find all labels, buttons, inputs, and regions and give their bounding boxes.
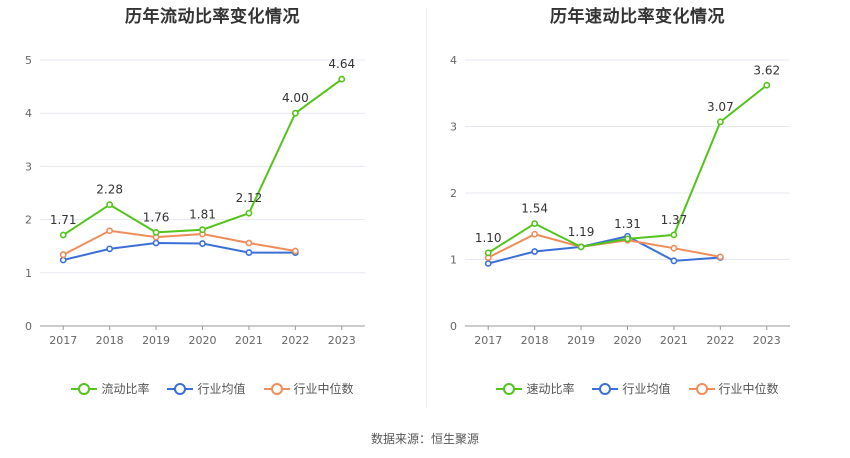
data-label: 3.62 bbox=[753, 63, 780, 77]
data-label: 1.71 bbox=[50, 213, 77, 227]
data-label: 1.19 bbox=[568, 225, 595, 239]
quick-ratio-chart: 0 1 2 3 4 2017 2018 2019 2020 2021 2022 2023 1.10 1.5… bbox=[450, 54, 790, 347]
data-point bbox=[531, 220, 539, 227]
legend-item[interactable]: 流动比率 bbox=[71, 380, 149, 397]
legend-label: 行业中位数 bbox=[293, 382, 354, 396]
y-tick-label: 2 bbox=[450, 187, 457, 200]
data-point bbox=[245, 239, 253, 247]
x-tick-label: 2020 bbox=[189, 334, 217, 347]
y-tick-label: 1 bbox=[25, 267, 32, 280]
y-tick-label: 3 bbox=[450, 121, 457, 134]
data-point bbox=[531, 230, 539, 238]
panel-divider bbox=[426, 8, 427, 408]
legend-label: 行业中位数 bbox=[718, 382, 779, 396]
data-point bbox=[670, 231, 678, 239]
x-tick-label: 2019 bbox=[567, 334, 595, 347]
data-point bbox=[59, 251, 67, 259]
legend-swatch-icon bbox=[592, 382, 619, 396]
chart-title: 历年流动比率变化情况 bbox=[125, 7, 300, 27]
current-ratio-chart: 0 1 2 3 4 5 2017 2018 2019 2020 2021 2022 2023 1.71 2.… bbox=[25, 54, 365, 347]
legend-label: 速动比率 bbox=[526, 382, 575, 396]
data-label: 1.76 bbox=[143, 210, 170, 224]
legend-label: 流动比率 bbox=[101, 382, 150, 396]
legend-label: 行业均值 bbox=[197, 382, 246, 396]
data-point bbox=[484, 260, 492, 267]
data-point bbox=[106, 227, 114, 235]
legend-item[interactable]: 行业均值 bbox=[592, 380, 671, 397]
legend-item[interactable]: 行业中位数 bbox=[263, 380, 354, 397]
y-tick-label: 1 bbox=[450, 254, 457, 267]
x-tick-label: 2021 bbox=[660, 334, 688, 347]
y-tick-label: 5 bbox=[25, 54, 32, 67]
legend-item[interactable]: 行业中位数 bbox=[688, 380, 779, 397]
x-tick-label: 2018 bbox=[521, 334, 549, 347]
data-point bbox=[199, 240, 206, 247]
data-point bbox=[716, 118, 724, 126]
data-point bbox=[670, 244, 678, 252]
data-label: 1.54 bbox=[521, 202, 548, 216]
data-point bbox=[245, 249, 253, 256]
data-point bbox=[624, 235, 631, 243]
data-point bbox=[291, 247, 299, 255]
legend-swatch-icon bbox=[71, 382, 98, 396]
data-point bbox=[245, 209, 253, 217]
data-point bbox=[59, 256, 67, 264]
x-tick-label: 2018 bbox=[96, 334, 124, 347]
y-tick-label: 4 bbox=[450, 54, 457, 67]
y-tick-label: 2 bbox=[25, 214, 32, 227]
x-tick-label: 2020 bbox=[614, 334, 642, 347]
data-point bbox=[670, 257, 678, 265]
x-tick-label: 2017 bbox=[49, 334, 77, 347]
data-label: 1.31 bbox=[614, 217, 641, 231]
data-point bbox=[763, 81, 771, 89]
legend-swatch-icon bbox=[496, 382, 523, 396]
data-point bbox=[577, 243, 585, 251]
chart-title: 历年速动比率变化情况 bbox=[550, 7, 725, 27]
x-tick-label: 2021 bbox=[235, 334, 263, 347]
x-tick-label: 2023 bbox=[753, 334, 781, 347]
data-point bbox=[106, 201, 114, 209]
y-tick-label: 4 bbox=[25, 107, 32, 120]
quick-ratio-chart-panel: 历年速动比率变化情况 0 1 2 3 4 2017 2018 2019 2020 2021 2022… bbox=[425, 0, 850, 420]
x-tick-label: 2022 bbox=[706, 334, 734, 347]
x-tick-label: 2023 bbox=[328, 334, 356, 347]
y-tick-label: 0 bbox=[450, 320, 457, 333]
data-point bbox=[106, 245, 114, 253]
data-point bbox=[152, 228, 160, 236]
x-tick-label: 2022 bbox=[281, 334, 309, 347]
data-label: 2.12 bbox=[236, 191, 263, 205]
data-label: 1.10 bbox=[475, 231, 502, 245]
legend-swatch-icon bbox=[688, 382, 715, 396]
x-tick-label: 2019 bbox=[142, 334, 170, 347]
legend-swatch-icon bbox=[263, 382, 290, 396]
series-line bbox=[487, 235, 721, 265]
data-point bbox=[716, 253, 724, 261]
data-label: 3.07 bbox=[707, 100, 734, 114]
data-point bbox=[291, 109, 299, 117]
data-point bbox=[484, 249, 492, 257]
y-tick-label: 3 bbox=[25, 160, 32, 173]
data-label: 4.64 bbox=[328, 57, 355, 71]
legend-item[interactable]: 速动比率 bbox=[496, 380, 574, 397]
data-label: 2.28 bbox=[96, 183, 123, 197]
data-label: 1.37 bbox=[661, 213, 688, 227]
data-label: 1.81 bbox=[189, 208, 216, 222]
y-tick-label: 0 bbox=[25, 320, 32, 333]
legend-label: 行业均值 bbox=[622, 382, 671, 396]
legend-item[interactable]: 行业均值 bbox=[167, 380, 246, 397]
current-ratio-chart-panel: 历年流动比率变化情况 0 1 2 3 4 5 2017 2018 2019 2020 2021 202… bbox=[0, 0, 425, 420]
chart-legend: 流动比率 行业均值 行业中位数 bbox=[0, 380, 425, 397]
legend-swatch-icon bbox=[167, 382, 194, 396]
x-tick-label: 2017 bbox=[474, 334, 502, 347]
data-point bbox=[152, 239, 160, 247]
series-line bbox=[62, 229, 296, 256]
data-label: 4.00 bbox=[282, 91, 309, 105]
chart-legend: 速动比率 行业均值 行业中位数 bbox=[425, 380, 850, 397]
data-point bbox=[531, 248, 539, 255]
data-point bbox=[338, 75, 346, 83]
series-line bbox=[62, 242, 296, 262]
data-point bbox=[59, 231, 67, 239]
data-source-note: 数据来源：恒生聚源 bbox=[370, 432, 479, 446]
data-point bbox=[199, 226, 206, 234]
